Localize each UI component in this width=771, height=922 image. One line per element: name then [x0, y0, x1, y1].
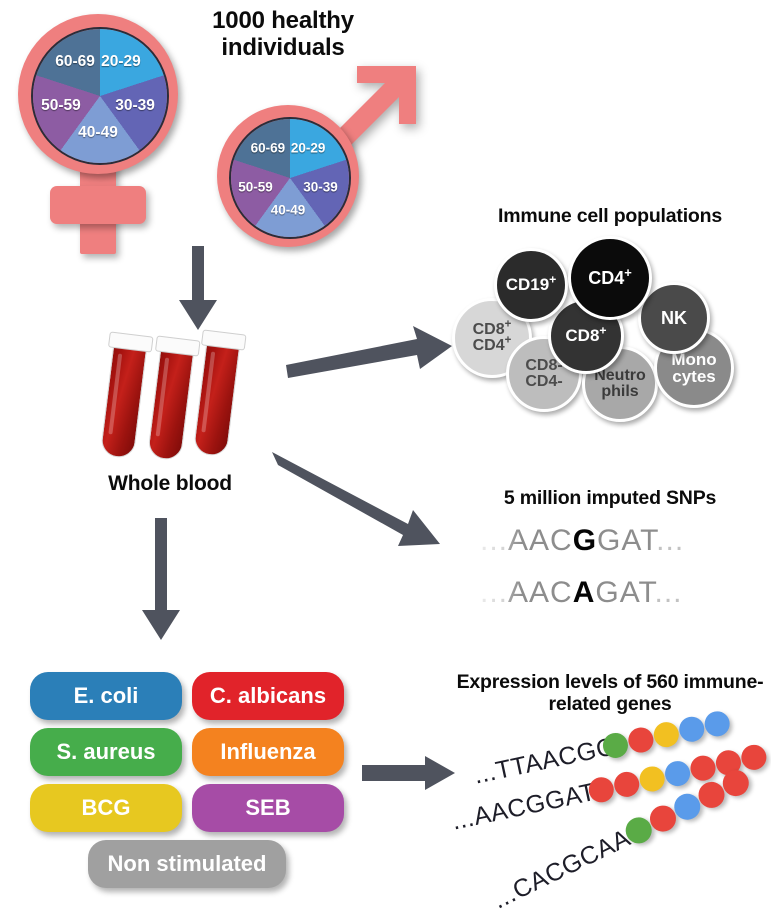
- rna-strands-group: ...TTAACGG ...AACGGAT ...CACGCAA: [449, 708, 771, 922]
- immune-cell-cd19[interactable]: CD19+: [494, 248, 568, 322]
- section-title-immune-cells: Immune cell populations: [497, 205, 722, 227]
- page-title-cohort: 1000 healthy individuals: [212, 7, 354, 61]
- stimulation-box-label: Influenza: [220, 739, 316, 764]
- arrow-stimulation-to-expression: [362, 756, 462, 792]
- immune-cell-nk[interactable]: NK: [638, 282, 710, 354]
- stimulation-box-seb[interactable]: SEB: [192, 784, 344, 832]
- stimulation-box-label: Non stimulated: [107, 851, 267, 876]
- snp-prefix: ...: [480, 576, 509, 609]
- snp-sequence-group: ...AACGGAT... ...AACAGAT...: [452, 518, 771, 634]
- snp-variant-base: G: [572, 524, 598, 557]
- male-symbol-group: 20-29 30-39 40-49 50-59 60-69: [200, 60, 430, 250]
- pie-slice-label-60-69: 60-69: [55, 53, 95, 71]
- snp-variant-base: A: [572, 576, 596, 609]
- immune-cell-label: CD4+: [588, 264, 632, 288]
- blood-tube-2: [146, 335, 201, 462]
- snp-left-flank: AAC: [508, 524, 573, 557]
- immune-cell-label: CD8+ CD4+: [472, 318, 512, 354]
- stimulation-box-c-albicans[interactable]: C. albicans: [192, 672, 344, 720]
- arrow-cohort-to-blood: [168, 246, 228, 332]
- rna-bead: [611, 769, 642, 799]
- rna-bead: [702, 708, 732, 739]
- stimulation-box-label: C. albicans: [209, 683, 327, 708]
- stimulation-box-non-stimulated[interactable]: Non stimulated: [88, 840, 286, 888]
- stimulation-conditions-group: E. coli C. albicans S. aureus Influenza BCG S…: [30, 672, 360, 902]
- arrow-blood-to-immune-cells: [286, 325, 456, 385]
- snp-sequence-row: ...AACAGAT...: [480, 576, 683, 610]
- section-title-snps: 5 million imputed SNPs: [503, 487, 717, 509]
- pie-slices: [231, 119, 349, 237]
- stimulation-box-label: SEB: [245, 795, 291, 820]
- stimulation-box-label: BCG: [81, 795, 131, 820]
- age-pie-chart-male: 20-29 30-39 40-49 50-59 60-69: [229, 117, 351, 239]
- immune-cell-label: Neutro phils: [594, 366, 646, 400]
- section-title-expression: Expression levels of 560 immune-related …: [456, 671, 764, 715]
- snp-suffix: ...: [654, 576, 683, 609]
- rna-sequence-text: ...AACGGAT: [449, 777, 599, 836]
- age-pie-chart-female: 20-29 30-39 40-49 50-59 60-69: [31, 27, 169, 165]
- immune-cell-label: CD19+: [505, 272, 557, 295]
- snp-left-flank: AAC: [508, 576, 573, 609]
- pie-slice-label-30-39: 30-39: [115, 97, 155, 115]
- immune-cell-label: Mono cytes: [671, 349, 717, 386]
- pie-slice-label-40-49: 40-49: [78, 124, 118, 141]
- stimulation-box-s-aureus[interactable]: S. aureus: [30, 728, 182, 776]
- venus-stem-cross: [50, 186, 146, 224]
- stimulation-box-bcg[interactable]: BCG: [30, 784, 182, 832]
- stimulation-box-influenza[interactable]: Influenza: [192, 728, 344, 776]
- pie-slice-label-60-69: 60-69: [250, 140, 286, 156]
- immune-cell-bubbles: CD19+ CD4+ NK CD8+ CD4+ CD8+ CD8- CD4- Neutro phi…: [452, 236, 768, 422]
- snp-prefix: ...: [480, 524, 509, 557]
- blood-tube-3: [192, 329, 247, 458]
- pie-slice-label-50-59: 50-59: [41, 97, 81, 115]
- immune-cell-label: NK: [661, 307, 687, 328]
- immune-cell-label: CD8- CD4-: [525, 356, 563, 390]
- rna-bead: [662, 758, 693, 788]
- pie-slice-label-20-29: 20-29: [290, 140, 326, 156]
- pie-slices: [33, 29, 167, 163]
- snp-sequence-row: ...AACGGAT...: [480, 524, 684, 558]
- stimulation-box-label: S. aureus: [56, 739, 156, 764]
- pie-slice-label-20-29: 20-29: [101, 53, 141, 71]
- rna-sequence-text: ...CACGCAA: [488, 823, 635, 915]
- stimulation-box-e-coli[interactable]: E. coli: [30, 672, 182, 720]
- snp-right-flank: GAT: [597, 524, 657, 557]
- stimulation-box-label: E. coli: [73, 683, 139, 708]
- pie-slice-label-50-59: 50-59: [238, 179, 273, 195]
- snp-fade-right: [704, 518, 771, 628]
- rna-bead: [637, 763, 667, 794]
- blood-tube-1: [99, 331, 154, 460]
- snp-suffix: ...: [656, 524, 685, 557]
- female-symbol-group: 20-29 30-39 40-49 50-59 60-69: [8, 8, 188, 258]
- immune-cell-cd8-cd4[interactable]: CD8- CD4-: [506, 336, 582, 412]
- rna-bead: [676, 713, 707, 744]
- immune-cell-cd4[interactable]: CD4+: [568, 236, 652, 320]
- label-whole-blood: Whole blood: [108, 472, 232, 495]
- immune-cell-label: CD8+: [565, 323, 607, 346]
- arrow-blood-to-stimulation: [133, 518, 193, 642]
- rna-bead: [625, 724, 656, 755]
- arrow-blood-to-snps: [272, 452, 457, 557]
- snp-right-flank: GAT: [595, 576, 655, 609]
- blood-tubes-group: [99, 329, 268, 470]
- pie-slice-label-30-39: 30-39: [303, 179, 338, 195]
- rna-bead: [651, 719, 682, 749]
- pie-slice-label-40-49: 40-49: [270, 202, 306, 218]
